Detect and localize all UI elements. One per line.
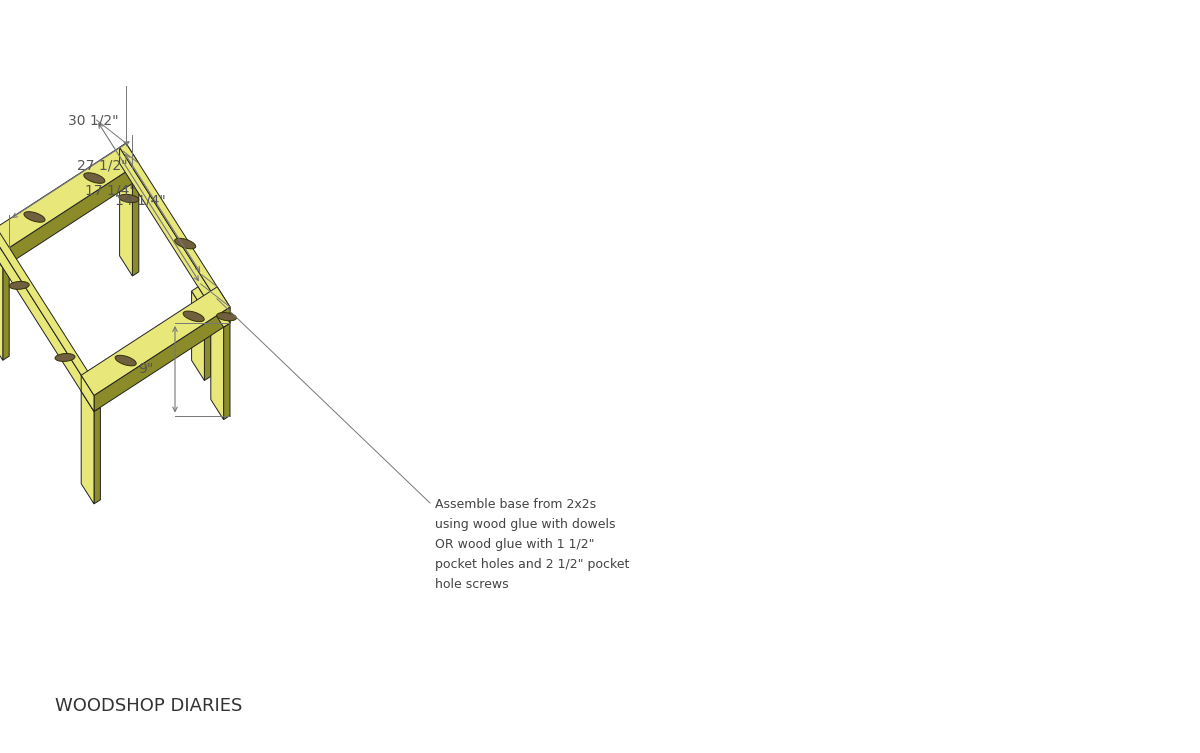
- Ellipse shape: [175, 238, 196, 248]
- Polygon shape: [204, 307, 211, 380]
- Polygon shape: [82, 387, 101, 411]
- Text: 30 1/2": 30 1/2": [67, 114, 119, 127]
- Polygon shape: [94, 407, 101, 504]
- Polygon shape: [82, 375, 94, 411]
- Ellipse shape: [55, 353, 74, 361]
- Polygon shape: [120, 148, 223, 327]
- Polygon shape: [94, 392, 101, 411]
- Polygon shape: [0, 232, 2, 268]
- Polygon shape: [120, 163, 132, 276]
- Text: 17 1/4": 17 1/4": [85, 183, 136, 197]
- Text: using wood glue with dowels: using wood glue with dowels: [434, 518, 616, 531]
- Text: 14 1/4": 14 1/4": [115, 194, 166, 208]
- Polygon shape: [2, 264, 10, 360]
- Polygon shape: [211, 307, 223, 419]
- Text: pocket holes and 2 1/2" pocket: pocket holes and 2 1/2" pocket: [434, 558, 629, 571]
- Polygon shape: [223, 307, 230, 327]
- Polygon shape: [120, 143, 230, 311]
- Text: hole screws: hole screws: [434, 578, 509, 591]
- Polygon shape: [0, 143, 139, 252]
- Polygon shape: [0, 232, 94, 411]
- Ellipse shape: [217, 312, 236, 321]
- Ellipse shape: [24, 212, 46, 222]
- Polygon shape: [0, 243, 10, 268]
- Polygon shape: [211, 303, 230, 327]
- Polygon shape: [94, 307, 230, 411]
- Ellipse shape: [10, 282, 29, 289]
- Polygon shape: [132, 179, 139, 276]
- Polygon shape: [192, 287, 211, 311]
- Polygon shape: [192, 291, 204, 380]
- Text: OR wood glue with 1 1/2": OR wood glue with 1 1/2": [434, 538, 594, 551]
- Ellipse shape: [115, 355, 137, 366]
- Polygon shape: [223, 323, 230, 419]
- Polygon shape: [0, 248, 2, 360]
- Polygon shape: [120, 159, 139, 184]
- Text: Assemble base from 2x2s: Assemble base from 2x2s: [434, 498, 596, 511]
- Ellipse shape: [184, 311, 204, 322]
- Polygon shape: [82, 287, 230, 395]
- Polygon shape: [2, 163, 139, 268]
- Ellipse shape: [84, 172, 104, 183]
- Polygon shape: [0, 227, 101, 395]
- Polygon shape: [82, 392, 94, 504]
- Ellipse shape: [119, 194, 139, 203]
- Text: WOODSHOP DIARIES: WOODSHOP DIARIES: [55, 697, 242, 715]
- Text: 9": 9": [138, 362, 154, 376]
- Text: 27 1/2": 27 1/2": [78, 159, 128, 172]
